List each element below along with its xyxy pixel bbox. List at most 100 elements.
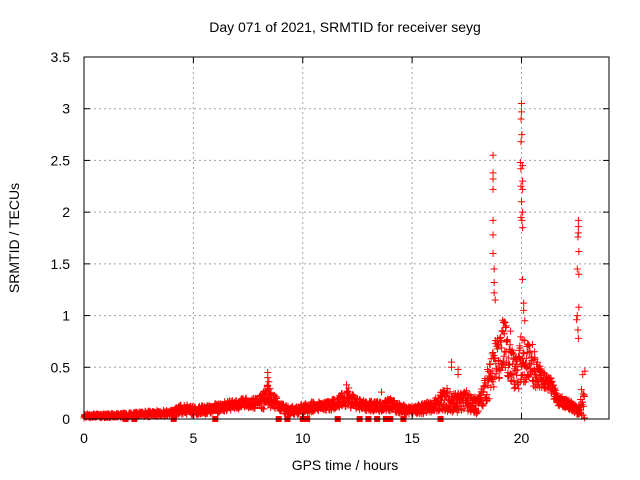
data-point <box>504 361 512 369</box>
data-point <box>573 316 581 324</box>
data-point <box>513 360 521 368</box>
data-point <box>489 169 497 177</box>
data-point <box>448 363 455 371</box>
data-point <box>503 336 511 344</box>
data-point <box>501 318 509 326</box>
data-point <box>498 344 506 352</box>
data-point <box>537 365 545 373</box>
data-point <box>488 367 496 375</box>
data-point <box>517 182 525 190</box>
data-point <box>519 177 527 185</box>
data-point <box>550 381 558 389</box>
data-point <box>454 371 462 379</box>
data-point <box>462 387 470 395</box>
data-point <box>264 382 272 390</box>
data-point <box>519 208 527 216</box>
data-point <box>519 349 527 357</box>
data-point <box>242 394 250 402</box>
data-point <box>574 334 582 342</box>
data-point <box>517 165 525 173</box>
data-point <box>574 326 582 334</box>
data-point <box>531 348 539 356</box>
data-point <box>489 185 497 193</box>
data-point <box>523 354 531 362</box>
data-point <box>518 131 526 139</box>
data-point <box>495 373 503 381</box>
data-point <box>519 275 527 283</box>
data-point <box>494 356 502 364</box>
data-point <box>491 373 499 381</box>
y-tick-label: 2 <box>62 204 70 220</box>
data-point <box>517 372 525 380</box>
data-point <box>264 374 272 382</box>
data-point <box>489 175 497 183</box>
data-point <box>510 376 518 384</box>
data-point <box>378 388 385 396</box>
data-point <box>521 337 529 345</box>
data-point <box>497 333 505 341</box>
data-point <box>260 400 268 408</box>
data-point <box>574 216 582 224</box>
data-point <box>518 198 525 206</box>
data-point <box>345 384 353 392</box>
data-point <box>508 348 516 356</box>
data-point <box>490 278 498 286</box>
data-point <box>574 233 582 241</box>
data-point <box>490 265 498 273</box>
data-point <box>265 378 273 386</box>
y-tick-label: 0.5 <box>51 359 71 375</box>
data-point <box>519 185 527 193</box>
data-point <box>573 265 581 273</box>
data-point <box>478 388 486 396</box>
data-point <box>514 352 522 360</box>
data-point <box>534 358 542 366</box>
data-point <box>514 366 522 374</box>
plot-frame <box>83 56 610 420</box>
data-point <box>505 354 513 362</box>
data-point <box>574 223 582 231</box>
data-point <box>580 392 588 400</box>
data-point <box>486 361 494 369</box>
data-point <box>580 402 588 410</box>
data-point <box>500 360 508 368</box>
ticks: 0 0.5 1 1.5 2 2.5 3 3.5 0 5 10 15 20 <box>51 49 609 446</box>
data-point <box>500 352 508 360</box>
data-point <box>517 138 525 146</box>
data-point <box>383 403 391 411</box>
y-tick-label: 3 <box>62 101 70 117</box>
data-point <box>521 317 529 325</box>
data-point <box>490 383 498 391</box>
data-point <box>507 327 515 335</box>
data-point <box>518 108 525 116</box>
data-point <box>526 347 534 355</box>
data-point <box>525 361 533 369</box>
data-point <box>575 270 583 278</box>
data-point <box>490 289 498 297</box>
data-point <box>581 414 589 422</box>
y-tick-label: 1 <box>62 308 70 324</box>
data-point <box>493 345 501 353</box>
data-point <box>475 407 483 415</box>
x-tick-label: 20 <box>514 430 530 446</box>
data-point <box>575 247 583 255</box>
data-point <box>466 406 474 414</box>
data-point <box>489 349 497 357</box>
x-tick-label: 5 <box>189 430 197 446</box>
data-point <box>518 216 526 224</box>
data-point <box>489 216 497 224</box>
data-point <box>489 231 497 239</box>
data-point <box>515 353 523 361</box>
data-point <box>525 342 533 350</box>
data-point <box>520 306 528 314</box>
data-point <box>488 350 496 358</box>
data-points <box>80 100 589 422</box>
data-point <box>473 409 481 417</box>
data-point <box>575 303 583 311</box>
data-point <box>528 341 536 349</box>
x-axis-label: GPS time / hours <box>292 457 399 473</box>
chart-title: Day 071 of 2021, SRMTID for receiver sey… <box>209 19 481 35</box>
y-tick-label: 0 <box>62 411 70 427</box>
data-point <box>577 386 585 394</box>
data-point <box>460 405 468 413</box>
